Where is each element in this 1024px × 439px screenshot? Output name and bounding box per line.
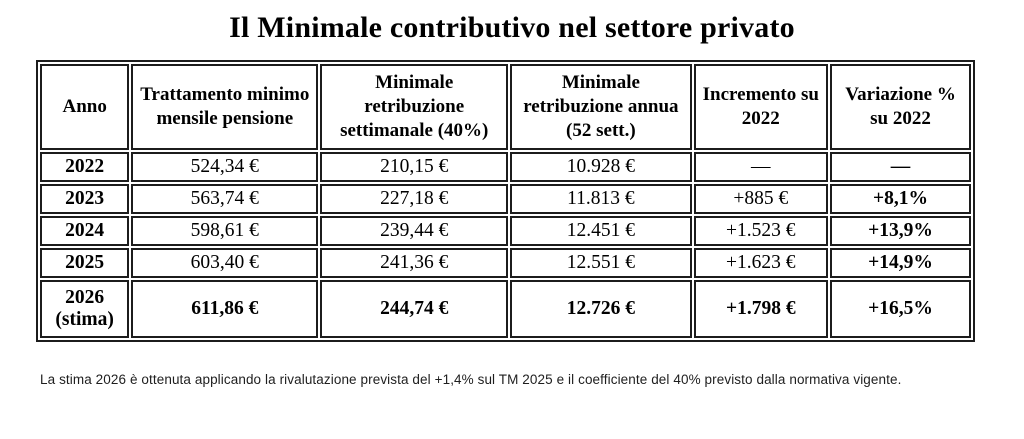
cell-retribuzione-settimanale: 227,18 €	[320, 184, 509, 214]
column-header-variazione: Variazione % su 2022	[830, 64, 971, 150]
column-header-retribuzione-settimanale: Minimale retribuzione settimanale (40%)	[320, 64, 509, 150]
cell-incremento: +1.523 €	[693, 216, 829, 246]
table-row: 2022 524,34 €210,15 €10.928 € — —	[40, 152, 971, 182]
cell-variazione: +8,1%	[830, 184, 971, 214]
table-body: 2022 524,34 €210,15 €10.928 € — —2023 563,74…	[40, 152, 971, 338]
cell-incremento: —	[693, 152, 829, 182]
cell-trattamento-minimo: 603,40 €	[131, 248, 319, 278]
cell-variazione: —	[830, 152, 971, 182]
column-header-incremento: Incremento su 2022	[693, 64, 829, 150]
table-row: 2024 598,61 €239,44 €12.451 € +1.523 € +13,…	[40, 216, 971, 246]
cell-retribuzione-annua: 12.726 €	[510, 280, 692, 338]
table-header: Anno Trattamento minimo mensile pensione…	[40, 64, 971, 150]
cell-anno: 2023	[40, 184, 130, 214]
cell-variazione: +16,5%	[830, 280, 971, 338]
cell-anno: 2024	[40, 216, 130, 246]
cell-retribuzione-settimanale: 210,15 €	[320, 152, 509, 182]
column-header-anno: Anno	[40, 64, 130, 150]
cell-variazione: +13,9%	[830, 216, 971, 246]
footnote: La stima 2026 è ottenuta applicando la r…	[40, 372, 902, 387]
contribution-table: Anno Trattamento minimo mensile pensione…	[36, 60, 975, 342]
cell-trattamento-minimo: 611,86 €	[131, 280, 319, 338]
cell-anno: 2025	[40, 248, 130, 278]
cell-retribuzione-settimanale: 239,44 €	[320, 216, 509, 246]
cell-retribuzione-settimanale: 241,36 €	[320, 248, 509, 278]
table-row: 2023 563,74 €227,18 €11.813 € +885 € +8,1%	[40, 184, 971, 214]
column-header-retribuzione-annua: Minimale retribuzione annua (52 sett.)	[510, 64, 692, 150]
cell-anno: 2026 (stima)	[40, 280, 130, 338]
cell-retribuzione-settimanale: 244,74 €	[320, 280, 509, 338]
cell-incremento: +1.798 €	[693, 280, 829, 338]
cell-retribuzione-annua: 11.813 €	[510, 184, 692, 214]
table-row: 2025 603,40 €241,36 €12.551 € +1.623 € +14,…	[40, 248, 971, 278]
cell-variazione: +14,9%	[830, 248, 971, 278]
cell-incremento: +885 €	[693, 184, 829, 214]
cell-incremento: +1.623 €	[693, 248, 829, 278]
cell-trattamento-minimo: 598,61 €	[131, 216, 319, 246]
page-title: Il Minimale contributivo nel settore pri…	[229, 11, 795, 44]
cell-retribuzione-annua: 10.928 €	[510, 152, 692, 182]
header-row: Anno Trattamento minimo mensile pensione…	[40, 64, 971, 150]
cell-retribuzione-annua: 12.451 €	[510, 216, 692, 246]
cell-trattamento-minimo: 563,74 €	[131, 184, 319, 214]
cell-trattamento-minimo: 524,34 €	[131, 152, 319, 182]
column-header-trattamento-minimo: Trattamento minimo mensile pensione	[131, 64, 319, 150]
cell-retribuzione-annua: 12.551 €	[510, 248, 692, 278]
table-row: 2026 (stima) 611,86 €244,74 €12.726 € +1.7…	[40, 280, 971, 338]
cell-anno: 2022	[40, 152, 130, 182]
